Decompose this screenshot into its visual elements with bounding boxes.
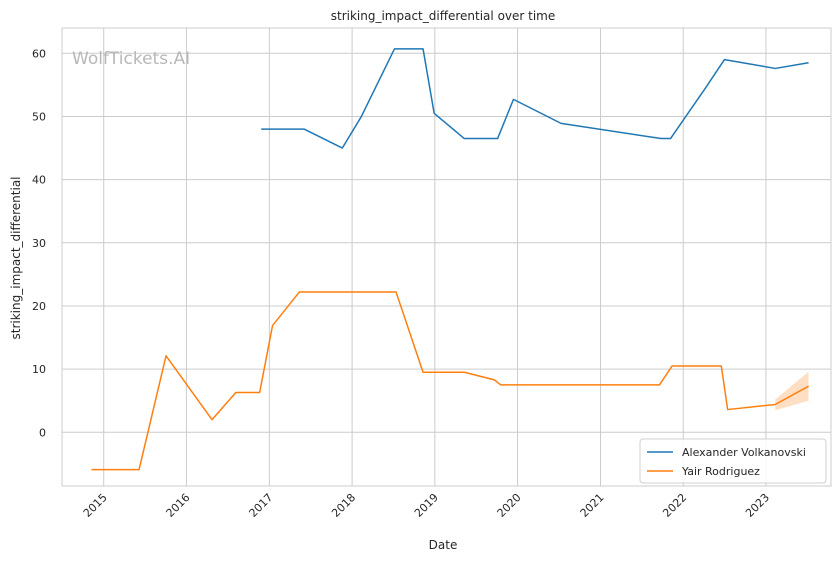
x-axis-label: Date — [429, 538, 458, 552]
legend-label-yair-rodriguez: Yair Rodriguez — [681, 465, 760, 478]
y-tick-label: 50 — [32, 110, 46, 123]
x-tick-label: 2021 — [578, 491, 607, 520]
x-tick-label: 2020 — [495, 491, 524, 520]
y-tick-label: 10 — [32, 363, 46, 376]
y-tick-label: 40 — [32, 174, 46, 187]
chart-title: striking_impact_differential over time — [331, 9, 556, 23]
x-tick-label: 2016 — [164, 491, 193, 520]
y-tick-label: 30 — [32, 237, 46, 250]
legend-box — [639, 438, 827, 484]
series-line-alexander-volkanovski — [261, 48, 809, 149]
watermark: WolfTickets.AI — [72, 49, 190, 69]
series-line-yair-rodriguez — [91, 291, 809, 471]
plot-area — [61, 27, 832, 487]
x-tick-label: 2015 — [81, 491, 110, 520]
grid — [62, 28, 831, 486]
y-axis-label: striking_impact_differential — [9, 176, 23, 339]
legend-label-alexander-volkanovski: Alexander Volkanovski — [682, 446, 806, 459]
y-axis-ticks: 0 10 20 30 40 50 60 — [32, 47, 46, 439]
y-tick-label: 20 — [32, 300, 46, 313]
x-tick-label: 2018 — [329, 491, 358, 520]
legend: Alexander Volkanovski Yair Rodriguez — [639, 438, 827, 484]
x-tick-label: 2019 — [412, 491, 441, 520]
y-tick-label: 0 — [39, 426, 46, 439]
y-tick-label: 60 — [32, 47, 46, 60]
x-axis-ticks: 2015 2016 2017 2018 2019 2020 2021 2022 2023 — [81, 491, 772, 520]
series-layer — [91, 48, 809, 471]
x-tick-label: 2017 — [247, 491, 276, 520]
x-tick-label: 2023 — [743, 491, 772, 520]
x-tick-label: 2022 — [660, 491, 689, 520]
